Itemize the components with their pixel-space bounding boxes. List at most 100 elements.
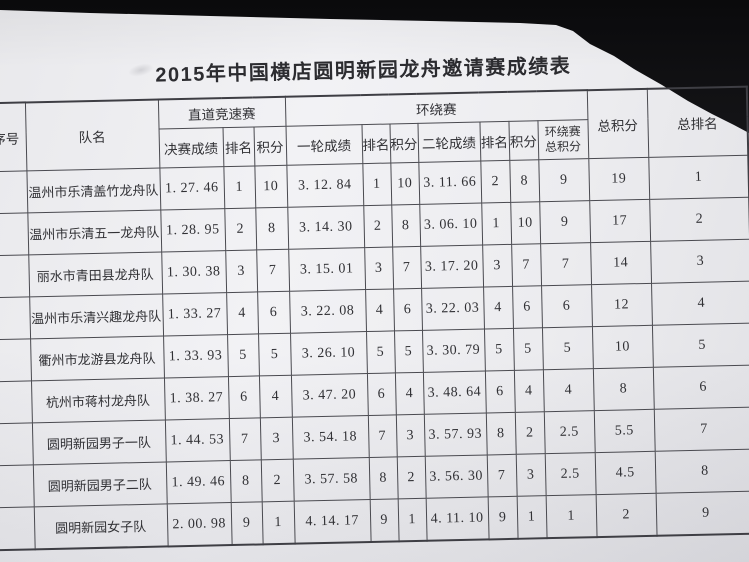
cell-total-points: 4.5 — [594, 451, 656, 495]
header-straight-race: 直道竞速赛 — [157, 96, 286, 130]
cell-final-rank: 5 — [227, 333, 259, 377]
cell-team: 温州市乐清盖竹龙舟队 — [26, 168, 161, 213]
cell-round2-time: 3. 06. 10 — [419, 203, 483, 247]
cell-round1-rank: 7 — [367, 414, 397, 458]
header-rank: 排名 — [479, 121, 510, 162]
header-circuit-total-line1: 环绕赛 — [544, 124, 581, 140]
cell-final-points: 3 — [259, 417, 293, 460]
cell-round2-rank: 2 — [480, 160, 511, 204]
cell-round1-points: 4 — [394, 372, 424, 415]
cell-round1-time: 3. 12. 84 — [286, 163, 364, 208]
cell-round2-points: 2 — [514, 411, 545, 455]
cell-final-points: 8 — [255, 207, 289, 250]
header-team: 队名 — [24, 99, 160, 171]
cell-circuit-total: 7 — [540, 242, 592, 286]
cell-total-points: 8 — [592, 367, 654, 411]
cell-round2-rank: 1 — [481, 202, 512, 246]
cell-round2-time: 3. 22. 03 — [421, 287, 484, 331]
cell-round1-rank: 6 — [366, 372, 396, 416]
cell-serial — [0, 464, 34, 508]
header-total-rank: 总排名 — [646, 86, 749, 158]
cell-serial — [0, 296, 31, 340]
cell-circuit-total: 1 — [545, 494, 597, 539]
cell-circuit-total: 6 — [541, 284, 593, 328]
cell-final-rank: 6 — [227, 375, 260, 419]
header-round1-result: 一轮成绩 — [285, 124, 363, 166]
cell-total-points: 12 — [591, 283, 653, 327]
cell-final-time: 1. 27. 46 — [159, 166, 225, 211]
cell-final-points: 5 — [258, 333, 291, 376]
cell-final-points: 7 — [256, 249, 290, 292]
cell-round2-rank: 6 — [484, 370, 515, 413]
header-points: 积分 — [253, 126, 287, 166]
cell-round2-time: 3. 56. 30 — [424, 454, 488, 499]
cell-total-rank: 8 — [654, 449, 749, 494]
cell-team: 温州市乐清兴趣龙舟队 — [29, 294, 164, 339]
cell-round2-time: 3. 57. 93 — [423, 412, 487, 457]
cell-circuit-total: 4 — [542, 368, 594, 412]
cell-team: 衢州市龙游县龙舟队 — [30, 335, 164, 381]
cell-round1-time: 3. 57. 58 — [292, 457, 370, 502]
cell-round2-points: 7 — [511, 243, 542, 287]
cell-round1-time: 3. 14. 30 — [287, 205, 365, 250]
cell-circuit-total: 9 — [539, 200, 591, 244]
cell-total-rank: 3 — [650, 239, 749, 284]
cell-final-rank: 4 — [226, 291, 259, 335]
header-serial: 序号 — [0, 102, 27, 172]
cell-round2-time: 3. 11. 66 — [418, 161, 482, 205]
cell-total-points: 2 — [595, 493, 657, 538]
cell-final-time: 1. 44. 53 — [164, 418, 230, 462]
cell-round2-rank: 4 — [483, 286, 513, 329]
cell-final-time: 1. 30. 38 — [161, 250, 227, 295]
cell-total-points: 14 — [590, 241, 652, 285]
header-points: 积分 — [508, 120, 539, 161]
cell-team: 圆明新园男子一队 — [31, 419, 166, 465]
cell-round1-rank: 1 — [362, 162, 392, 206]
cell-final-time: 1. 33. 27 — [162, 292, 228, 336]
cell-round2-rank: 5 — [483, 328, 514, 371]
header-rank: 排名 — [222, 126, 255, 167]
cell-final-rank: 2 — [224, 207, 257, 251]
cell-round1-rank: 2 — [363, 204, 393, 248]
cell-final-rank: 3 — [225, 249, 258, 293]
cell-serial — [0, 506, 35, 551]
cell-final-points: 1 — [261, 501, 295, 545]
cell-total-rank: 7 — [653, 407, 749, 452]
cell-serial — [0, 170, 28, 214]
cell-final-points: 10 — [254, 165, 288, 208]
cell-round2-points: 1 — [516, 495, 547, 539]
cell-round1-points: 7 — [392, 246, 422, 289]
cell-round2-points: 6 — [512, 285, 542, 329]
cell-final-time: 1. 33. 93 — [163, 334, 228, 378]
cell-team: 温州市乐清五一龙舟队 — [27, 210, 162, 255]
cell-team: 圆明新园女子队 — [33, 503, 168, 550]
cell-round2-time: 3. 30. 79 — [422, 328, 485, 373]
header-final-result: 决赛成绩 — [158, 127, 224, 169]
cell-round2-points: 10 — [510, 201, 541, 245]
cell-round1-points: 8 — [391, 204, 421, 247]
cell-team: 丽水市青田县龙舟队 — [28, 252, 163, 297]
cell-round1-rank: 3 — [364, 246, 394, 290]
cell-round2-points: 4 — [513, 369, 544, 413]
cell-total-points: 17 — [589, 199, 651, 243]
cell-round2-rank: 3 — [482, 244, 513, 288]
cell-round2-rank: 8 — [485, 412, 516, 455]
cell-round1-rank: 9 — [369, 498, 399, 543]
cell-final-points: 4 — [258, 375, 292, 418]
cell-circuit-total: 9 — [538, 158, 590, 202]
cell-round1-time: 3. 26. 10 — [290, 331, 367, 376]
cell-round1-points: 6 — [393, 288, 423, 331]
cell-circuit-total: 5 — [541, 326, 593, 370]
cell-final-points: 6 — [257, 291, 291, 334]
cell-circuit-total: 2.5 — [543, 410, 595, 454]
header-total-points: 总积分 — [586, 88, 649, 159]
cell-round2-points: 3 — [515, 453, 546, 497]
cell-round1-rank: 5 — [366, 330, 395, 374]
cell-final-rank: 8 — [229, 459, 262, 503]
cell-round1-time: 3. 54. 18 — [291, 415, 369, 460]
cell-round1-points: 3 — [395, 414, 425, 457]
results-table: 序号 队名 直道竞速赛 环绕赛 总积分 总排名 决赛成绩 排名 积分 一轮成绩 … — [0, 85, 749, 552]
cell-final-rank: 9 — [230, 501, 263, 546]
header-circuit-total: 环绕赛 总积分 — [537, 119, 589, 160]
